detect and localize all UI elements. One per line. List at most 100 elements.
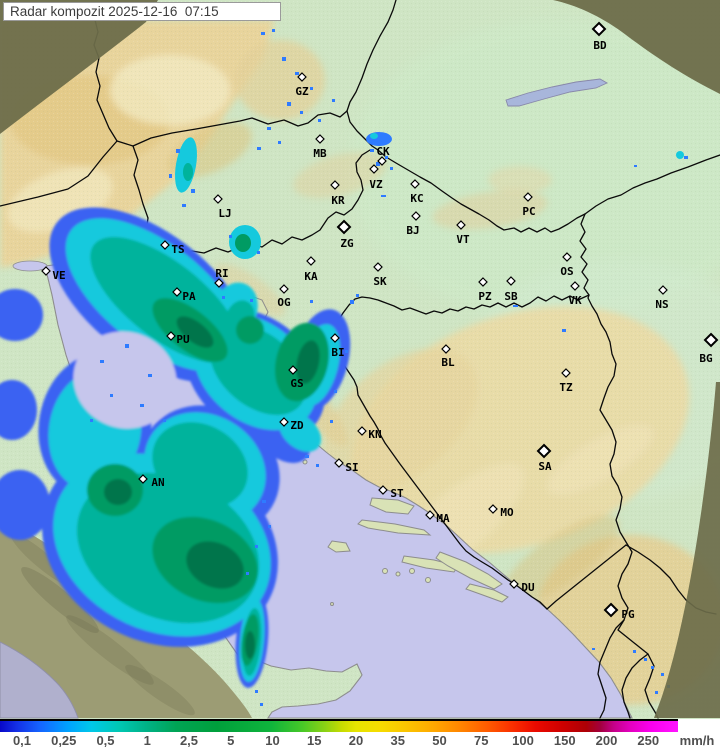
city-diamond-icon bbox=[336, 219, 352, 235]
city-diamond-icon bbox=[456, 220, 466, 230]
city-marker-MB: MB bbox=[313, 134, 327, 160]
city-label: OS bbox=[560, 265, 573, 278]
city-label: MO bbox=[500, 506, 514, 519]
city-diamond-icon bbox=[334, 458, 344, 468]
city-diamond-icon bbox=[357, 426, 367, 436]
city-diamond-icon bbox=[41, 266, 51, 276]
city-label: SB bbox=[504, 290, 518, 303]
legend-tick: 20 bbox=[348, 733, 364, 748]
city-label: BJ bbox=[406, 224, 419, 237]
radar-map-canvas: GZ MB CK VZ KR KC LJ BJ VT ZG PC BD TS OS KA SK RI VE PZ SB… bbox=[0, 0, 720, 719]
city-label: OG bbox=[277, 296, 291, 309]
city-label: KC bbox=[410, 192, 423, 205]
city-marker-PU: PU bbox=[166, 331, 190, 346]
legend-tick: 0,25 bbox=[51, 733, 77, 748]
city-marker-OS: OS bbox=[560, 252, 574, 278]
city-diamond-icon bbox=[378, 485, 388, 495]
city-marker-BD: BD bbox=[591, 21, 607, 52]
city-diamond-icon bbox=[315, 134, 325, 144]
city-label: VE bbox=[52, 269, 65, 282]
city-label: VT bbox=[456, 233, 470, 246]
legend-unit-label: mm/h bbox=[679, 733, 715, 748]
legend-tick: 5 bbox=[227, 733, 235, 748]
out-of-range-corners bbox=[0, 0, 720, 718]
city-marker-BI: BI bbox=[330, 333, 345, 359]
city-label: CK bbox=[376, 145, 390, 158]
city-diamond-icon bbox=[373, 262, 383, 272]
city-diamond-icon bbox=[523, 192, 533, 202]
city-label: LJ bbox=[218, 207, 231, 220]
city-label: PZ bbox=[478, 290, 492, 303]
city-diamond-icon bbox=[297, 72, 307, 82]
city-diamond-icon bbox=[536, 443, 552, 459]
city-label: SA bbox=[538, 460, 552, 473]
city-diamond-icon bbox=[570, 281, 580, 291]
legend-tick: 10 bbox=[265, 733, 280, 748]
city-diamond-icon bbox=[488, 504, 498, 514]
legend-tick: 0,5 bbox=[96, 733, 115, 748]
city-diamond-icon bbox=[506, 276, 516, 286]
city-diamond-icon bbox=[214, 278, 224, 288]
city-marker-VE: VE bbox=[41, 266, 66, 282]
radar-echo-layer bbox=[0, 207, 351, 688]
lake-balaton bbox=[505, 78, 608, 107]
city-marker-MO: MO bbox=[488, 504, 514, 519]
city-label: TZ bbox=[559, 381, 573, 394]
city-label: MB bbox=[313, 147, 327, 160]
city-label: GS bbox=[290, 377, 303, 390]
city-marker-SA: SA bbox=[536, 443, 552, 473]
city-marker-CK: CK bbox=[376, 145, 390, 166]
city-marker-BL: BL bbox=[441, 344, 455, 369]
legend-tick: 100 bbox=[512, 733, 534, 748]
city-label: AN bbox=[151, 476, 164, 489]
city-marker-KC: KC bbox=[410, 179, 424, 205]
city-label: PC bbox=[522, 205, 535, 218]
city-diamond-icon bbox=[306, 256, 316, 266]
city-marker-LJ: LJ bbox=[213, 194, 232, 220]
legend: 0,1 0,25 0,5 1 2,5 5 10 15 20 35 50 75 100 150 200 250 m… bbox=[0, 719, 720, 751]
city-label: ST bbox=[390, 487, 404, 500]
city-diamond-icon bbox=[441, 344, 451, 354]
city-diamond-icon bbox=[591, 21, 607, 37]
city-diamond-icon bbox=[213, 194, 223, 204]
city-diamond-icon bbox=[411, 211, 421, 221]
city-label: DU bbox=[521, 581, 535, 594]
city-marker-TS: TS bbox=[160, 240, 185, 256]
city-diamond-icon bbox=[603, 602, 619, 618]
city-marker-BG: BG bbox=[699, 332, 719, 365]
city-marker-SK: SK bbox=[373, 262, 387, 288]
city-diamond-icon bbox=[288, 365, 298, 375]
city-marker-ZD: ZD bbox=[279, 417, 304, 432]
city-label: TS bbox=[171, 243, 184, 256]
city-marker-ST: ST bbox=[378, 485, 404, 500]
city-marker-MA: MA bbox=[425, 510, 450, 525]
city-label: SK bbox=[373, 275, 387, 288]
legend-tick: 75 bbox=[474, 733, 489, 748]
city-diamond-icon bbox=[478, 277, 488, 287]
city-marker-TZ: TZ bbox=[559, 368, 573, 394]
city-diamond-icon bbox=[279, 284, 289, 294]
title-bar: Radar kompozit 2025-12-16 07:15 bbox=[3, 2, 281, 21]
city-marker-PA: PA bbox=[172, 287, 196, 303]
legend-tick: 150 bbox=[553, 733, 576, 748]
city-marker-ZG: ZG bbox=[336, 219, 354, 250]
city-diamond-icon bbox=[369, 164, 379, 174]
city-diamond-icon bbox=[166, 331, 176, 341]
city-marker-PG: PG bbox=[603, 602, 635, 621]
city-label: ZD bbox=[290, 419, 304, 432]
legend-tick: 50 bbox=[432, 733, 447, 748]
city-marker-NS: NS bbox=[655, 285, 669, 311]
city-diamond-icon bbox=[330, 180, 340, 190]
radar-echo-speckles bbox=[90, 29, 688, 706]
legend-tick: 0,1 bbox=[12, 733, 32, 748]
city-label: ZG bbox=[340, 237, 354, 250]
city-label: KN bbox=[368, 428, 381, 441]
city-label: SI bbox=[345, 461, 358, 474]
city-label: VK bbox=[568, 294, 582, 307]
city-marker-BJ: BJ bbox=[406, 211, 421, 237]
city-marker-layer: GZ MB CK VZ KR KC LJ BJ VT ZG PC BD TS OS KA SK RI VE PZ SB… bbox=[41, 21, 719, 621]
city-label: KR bbox=[331, 194, 345, 207]
city-label: BI bbox=[331, 346, 344, 359]
city-marker-DU: DU bbox=[509, 579, 535, 594]
